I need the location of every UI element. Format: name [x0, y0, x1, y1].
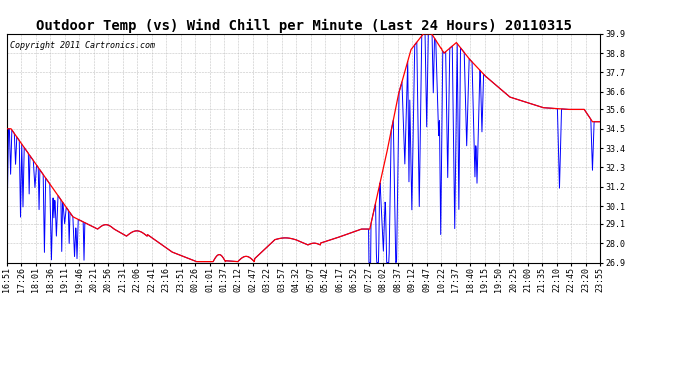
Title: Outdoor Temp (vs) Wind Chill per Minute (Last 24 Hours) 20110315: Outdoor Temp (vs) Wind Chill per Minute …: [36, 18, 571, 33]
Text: Copyright 2011 Cartronics.com: Copyright 2011 Cartronics.com: [10, 40, 155, 50]
